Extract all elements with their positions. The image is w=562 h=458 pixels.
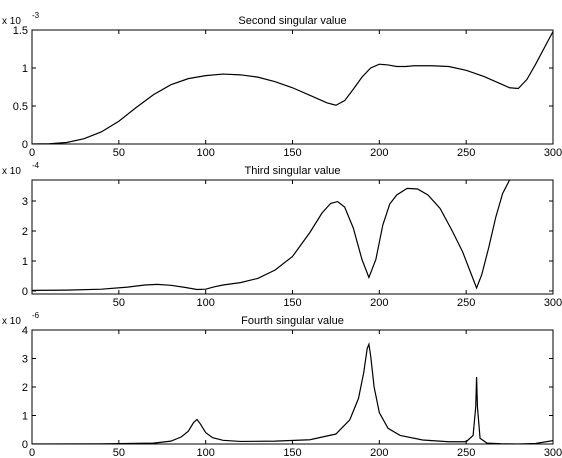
subplot-2: 50 100 150 200 250 300 0 1 2 3 Third singular valu… [2, 161, 562, 309]
y-tick-label: 4 [22, 325, 28, 337]
x-tick-label: 150 [283, 147, 301, 159]
y-tick-label: 0 [22, 139, 28, 151]
subplot-3: 0 50 100 150 200 250 300 0 1 2 3 4 Fourth singular v… [2, 311, 562, 458]
x-tick-label: 50 [113, 297, 125, 309]
y-tick-label: 0 [22, 286, 28, 298]
y-tick-label: 3 [22, 354, 28, 366]
y-tick-label: 1 [22, 256, 28, 268]
y-axis-multiplier-exponent: -4 [32, 161, 40, 170]
x-tick-label: 150 [283, 297, 301, 309]
x-tick-label: 150 [283, 447, 301, 458]
x-tick-label: 100 [196, 297, 214, 309]
x-tick-label: 200 [370, 447, 388, 458]
x-tick-label: 100 [196, 447, 214, 458]
plot-area [31, 179, 554, 295]
x-tick-label: 0 [29, 447, 35, 458]
y-tick-label: 1.5 [13, 25, 28, 37]
plot-area [31, 329, 554, 445]
subplot-1: 0 50 100 150 200 250 300 0 0.5 1 1.5 Second singula… [2, 11, 562, 159]
x-tick-label: 250 [457, 147, 475, 159]
x-tick-label: 100 [196, 147, 214, 159]
y-axis-multiplier-exponent: -6 [32, 311, 40, 320]
y-tick-label: 1 [22, 411, 28, 423]
x-tick-label: 250 [457, 447, 475, 458]
x-tick-label: 200 [370, 147, 388, 159]
plot-area [31, 29, 554, 145]
series-line [32, 31, 553, 144]
x-tick-label: 200 [370, 297, 388, 309]
x-tick-label: 250 [457, 297, 475, 309]
y-tick-label: 1 [22, 63, 28, 75]
y-tick-label: 3 [22, 196, 28, 208]
y-tick-label: 2 [22, 226, 28, 238]
x-tick-label: 300 [544, 297, 562, 309]
x-tick-label: 50 [113, 447, 125, 458]
x-tick-label: 300 [544, 447, 562, 458]
y-axis-multiplier-exponent: -3 [32, 11, 40, 20]
subplot-title: Second singular value [238, 15, 346, 27]
series-line [32, 342, 553, 444]
x-tick-label: 0 [29, 147, 35, 159]
x-tick-label: 50 [113, 147, 125, 159]
subplot-title: Third singular value [245, 165, 341, 177]
y-axis-multiplier: x 10 [2, 16, 21, 27]
x-tick-label: 300 [544, 147, 562, 159]
y-tick-label: 0 [22, 439, 28, 451]
y-tick-label: 0.5 [13, 101, 28, 113]
y-axis-multiplier: x 10 [2, 316, 21, 327]
series-line [32, 180, 511, 291]
subplot-title: Fourth singular value [241, 315, 344, 327]
y-axis-multiplier: x 10 [2, 166, 21, 177]
y-tick-label: 2 [22, 382, 28, 394]
